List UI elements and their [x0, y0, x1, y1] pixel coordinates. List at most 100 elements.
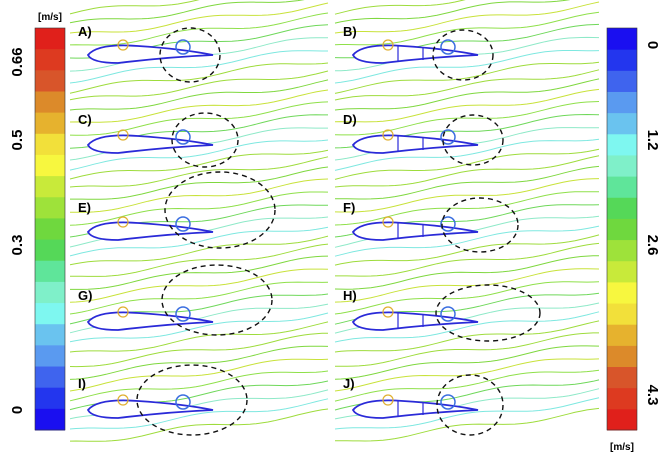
vortex	[117, 216, 129, 228]
vortex	[117, 39, 129, 51]
highlight-ellipse	[441, 197, 519, 253]
airfoil	[86, 44, 214, 64]
vortex	[175, 216, 191, 232]
streamline	[334, 345, 600, 380]
panel: C)	[69, 70, 329, 180]
right-colorbar-step	[607, 112, 637, 135]
airfoil	[86, 221, 214, 241]
streamline	[69, 12, 329, 46]
right-colorbar-step	[607, 70, 637, 92]
left-colorbar-step	[35, 112, 65, 135]
vortex	[175, 39, 191, 55]
airfoil	[351, 44, 479, 64]
streamline	[334, 11, 600, 46]
streamline	[334, 0, 571, 24]
panel-label: B)	[343, 24, 357, 39]
airfoil	[86, 134, 214, 154]
panel-label: A)	[78, 24, 92, 39]
right-colorbar-step	[607, 197, 637, 219]
streamline	[334, 225, 600, 257]
streamline	[69, 156, 329, 188]
left-unit: [m/s]	[38, 12, 62, 23]
right-colorbar-step	[607, 49, 637, 71]
right-colorbar-step	[607, 260, 637, 283]
streamline	[334, 268, 600, 303]
streamline	[70, 243, 329, 277]
right-colorbar-step	[607, 91, 637, 114]
right-colorbar-frame	[606, 27, 638, 431]
highlight-ellipse	[164, 171, 276, 249]
right-unit: [m/s]	[610, 442, 634, 453]
left-colorbar-step	[35, 239, 65, 262]
panel-label: H)	[343, 288, 357, 303]
streamline	[334, 0, 466, 15]
vortex	[440, 216, 456, 232]
highlight-ellipse	[136, 364, 248, 436]
right-colorbar-step	[607, 133, 637, 156]
right-colorbar-step	[607, 239, 637, 262]
panel: I)	[69, 332, 329, 442]
left-colorbar-step	[35, 218, 65, 241]
left-tick-label: 0.5	[9, 130, 26, 151]
airfoil	[351, 221, 479, 241]
panel: E)	[69, 156, 329, 266]
streamline	[335, 165, 600, 200]
streamline	[334, 332, 599, 367]
streamline	[69, 79, 329, 111]
vortex	[117, 394, 129, 406]
panel-label: E)	[78, 200, 91, 215]
streamline	[334, 407, 600, 442]
vortex	[117, 129, 129, 141]
right-tick-label: 0	[644, 41, 661, 49]
streamline	[69, 0, 305, 24]
highlight-ellipse	[159, 27, 221, 83]
streamline	[334, 311, 600, 343]
right-colorbar-step	[607, 176, 637, 198]
panel: H)	[334, 242, 600, 353]
airfoil	[351, 311, 479, 331]
streamline	[69, 408, 329, 442]
streamline	[334, 78, 600, 111]
right-colorbar-step	[607, 324, 637, 346]
left-tick-label: 0.66	[9, 47, 26, 76]
streamline	[69, 358, 329, 392]
panel-label: D)	[343, 112, 357, 127]
airfoil	[86, 311, 214, 331]
vortex	[440, 129, 456, 145]
left-colorbar-step	[35, 324, 65, 346]
airfoil	[351, 134, 479, 154]
streamline	[334, 101, 600, 136]
vortex	[382, 129, 394, 141]
panel-label: J)	[343, 376, 355, 391]
vortex	[440, 306, 456, 322]
streamline	[69, 50, 328, 84]
vortex	[382, 306, 394, 318]
right-tick-label: 1.2	[644, 130, 661, 151]
right-colorbar-step	[607, 366, 637, 389]
highlight-ellipse	[435, 284, 541, 342]
streamline	[335, 242, 600, 277]
highlight-ellipse	[432, 29, 494, 81]
vortex	[175, 306, 191, 322]
right-colorbar-step	[607, 154, 637, 177]
highlight-ellipse	[161, 264, 273, 336]
vortex	[382, 39, 394, 51]
panel: F)	[334, 155, 600, 266]
left-colorbar-step	[35, 70, 65, 92]
streamline	[334, 178, 600, 213]
streamline	[69, 89, 329, 123]
left-colorbar-step	[35, 387, 65, 410]
streamline	[334, 320, 600, 353]
left-colorbar-step	[35, 303, 65, 325]
left-colorbar-step	[35, 49, 65, 71]
right-colorbar-step	[607, 303, 637, 325]
streamline	[69, 235, 329, 266]
right-tick-label: 2.6	[644, 235, 661, 256]
streamline	[69, 370, 329, 402]
vortex	[382, 216, 394, 228]
streamline	[334, 61, 600, 94]
left-colorbar-step	[35, 176, 65, 198]
right-colorbar-step	[607, 387, 637, 410]
left-colorbar-step	[35, 133, 65, 156]
panel: G)	[69, 243, 329, 353]
